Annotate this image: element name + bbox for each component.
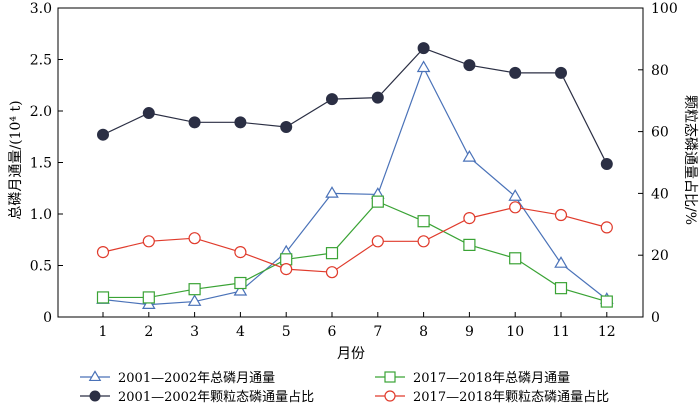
data-point <box>462 150 477 162</box>
x-tick-label: 6 <box>328 324 337 340</box>
left-axis-title: 总磷月通量/(10⁴ t) <box>8 100 24 219</box>
data-point <box>554 282 568 295</box>
series-line <box>102 66 608 306</box>
data-point <box>600 295 613 308</box>
right-tick-label: 60 <box>651 125 669 141</box>
x-tick-label: 3 <box>190 324 199 340</box>
series-3 <box>97 42 613 171</box>
data-point <box>142 291 155 304</box>
left-tick-label: 2.5 <box>30 53 52 69</box>
x-axis-ticks: 1 2 3 4 5 6 7 8 9 10 11 12 <box>99 312 616 340</box>
data-point <box>142 235 155 248</box>
x-tick-label: 12 <box>598 324 616 340</box>
data-point <box>188 232 201 245</box>
x-tick-label: 10 <box>506 324 524 340</box>
x-axis-title: 月份 <box>337 346 365 362</box>
x-tick-label: 7 <box>373 324 382 340</box>
series-layer <box>96 42 614 310</box>
legend-label: 2001—2002年总磷月通量 <box>118 371 275 386</box>
left-tick-label: 3.0 <box>30 1 52 17</box>
data-point <box>509 252 522 265</box>
data-point <box>188 116 201 129</box>
data-point <box>371 195 384 208</box>
legend-label: 2017—2018年颗粒态磷通量占比 <box>413 390 609 405</box>
data-point <box>384 371 396 383</box>
data-point <box>187 294 202 306</box>
legend-label: 2001—2002年颗粒态磷通量占比 <box>118 390 314 405</box>
data-point <box>416 60 431 73</box>
data-point <box>463 212 476 225</box>
data-point <box>417 42 430 55</box>
series-line <box>102 47 608 165</box>
legend-label: 2017—2018年总磷月通量 <box>413 371 570 386</box>
legend: 2001—2002年总磷月通量 2017—2018年总磷月通量 2001—2002年… <box>80 370 609 405</box>
data-point <box>371 91 384 104</box>
x-tick-label: 9 <box>465 324 474 340</box>
data-point <box>89 390 101 402</box>
data-point <box>325 266 339 279</box>
x-tick-label: 1 <box>99 324 108 340</box>
legend-item: 2017—2018年颗粒态磷通量占比 <box>375 390 609 405</box>
data-point <box>463 59 476 72</box>
data-point <box>142 107 155 120</box>
data-point <box>509 201 522 214</box>
x-tick-label: 8 <box>419 324 428 340</box>
left-axis-ticks: 0 0.5 1.0 1.5 2.0 2.5 3.0 <box>30 1 63 326</box>
right-tick-label: 40 <box>651 186 669 202</box>
data-point <box>325 247 339 260</box>
data-point <box>233 283 248 296</box>
data-point <box>234 246 247 259</box>
data-point <box>509 66 522 79</box>
left-tick-label: 1.5 <box>30 156 52 172</box>
data-point <box>234 116 247 129</box>
data-point <box>417 235 430 248</box>
data-point <box>600 221 613 234</box>
data-point <box>463 238 476 251</box>
data-point <box>508 189 523 201</box>
left-tick-label: 1.0 <box>30 207 52 223</box>
left-tick-label: 2.0 <box>30 104 52 120</box>
x-tick-label: 5 <box>282 324 291 340</box>
chart-axes <box>57 7 644 318</box>
series-2 <box>96 195 613 308</box>
data-point <box>96 246 110 259</box>
x-tick-label: 4 <box>236 324 245 340</box>
right-axis-title: 颗粒态磷通量占比/% <box>682 95 698 225</box>
data-point <box>417 215 430 228</box>
left-tick-label: 0 <box>43 310 52 326</box>
data-point <box>554 256 568 268</box>
data-point <box>188 283 201 296</box>
data-point <box>326 93 338 106</box>
data-point <box>554 208 568 222</box>
left-tick-label: 0.5 <box>30 259 52 275</box>
plot-frame <box>57 7 644 318</box>
data-point <box>325 186 339 198</box>
right-axis-ticks: 0 20 40 60 80 100 <box>638 1 678 326</box>
data-point <box>600 158 613 171</box>
data-point <box>97 128 109 141</box>
legend-item: 2001—2002年总磷月通量 <box>80 370 275 386</box>
legend-item: 2017—2018年总磷月通量 <box>375 371 570 386</box>
data-point <box>88 370 102 382</box>
data-point <box>384 390 396 402</box>
legend-item: 2001—2002年颗粒态磷通量占比 <box>80 390 314 405</box>
right-tick-label: 20 <box>651 248 669 264</box>
x-tick-label: 11 <box>552 324 570 340</box>
data-point <box>96 291 110 304</box>
series-4 <box>96 201 613 279</box>
right-tick-label: 100 <box>651 1 678 17</box>
right-tick-label: 80 <box>651 63 669 79</box>
data-point <box>371 235 384 248</box>
data-point <box>280 263 293 276</box>
x-tick-label: 2 <box>144 324 153 340</box>
series-line <box>103 200 607 303</box>
series-line <box>102 206 607 273</box>
data-point <box>555 66 567 79</box>
right-tick-label: 0 <box>651 310 660 326</box>
data-point <box>280 120 293 133</box>
data-point <box>234 276 247 290</box>
